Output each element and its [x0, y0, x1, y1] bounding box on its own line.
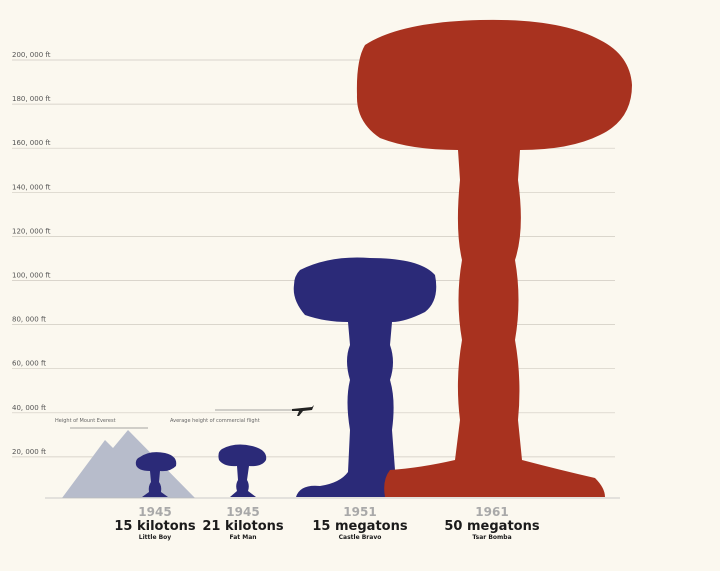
y-tick-label: 140, 000 ft: [12, 183, 51, 191]
mushroom-tsar-bomba: [356, 19, 632, 497]
category-year: 1961: [475, 505, 509, 519]
category-label: 1961 50 megatons Tsar Bomba: [432, 505, 552, 541]
category-name: Little Boy: [138, 534, 172, 541]
category-label: 1951 15 megatons Castle Bravo: [300, 505, 420, 541]
y-tick-label: 40, 000 ft: [12, 404, 46, 412]
category-name: Tsar Bomba: [472, 534, 512, 541]
y-tick-label: 200, 000 ft: [12, 51, 51, 59]
category-year: 1945: [138, 505, 172, 519]
everest-label: Height of Mount Everest: [55, 418, 116, 424]
mushroom-castle-bravo: [293, 257, 437, 497]
y-tick-label: 120, 000 ft: [12, 227, 51, 235]
category-year: 1945: [226, 505, 260, 519]
mushroom-fat-man: [218, 444, 267, 497]
y-tick-label: 80, 000 ft: [12, 316, 46, 324]
y-tick-label: 60, 000 ft: [12, 360, 46, 368]
mount-everest-shape: [62, 430, 195, 498]
category-yield: 15 megatons: [312, 519, 408, 534]
category-year: 1951: [343, 505, 377, 519]
airplane-icon: [292, 405, 314, 416]
y-tick-label: 180, 000 ft: [12, 95, 51, 103]
category-name: Castle Bravo: [338, 534, 382, 541]
category-name: Fat Man: [229, 534, 257, 541]
category-label: 1945 15 kilotons Little Boy: [95, 505, 215, 541]
category-label: 1945 21 kilotons Fat Man: [183, 505, 303, 541]
flight-label: Average height of commercial flight: [170, 418, 260, 424]
mushroom-little-boy: [135, 452, 177, 497]
category-yield: 15 kilotons: [114, 519, 196, 534]
y-tick-label: 100, 000 ft: [12, 272, 51, 280]
category-yield: 21 kilotons: [202, 519, 284, 534]
category-yield: 50 megatons: [444, 519, 540, 534]
y-tick-label: 20, 000 ft: [12, 448, 46, 456]
y-tick-label: 160, 000 ft: [12, 139, 51, 147]
